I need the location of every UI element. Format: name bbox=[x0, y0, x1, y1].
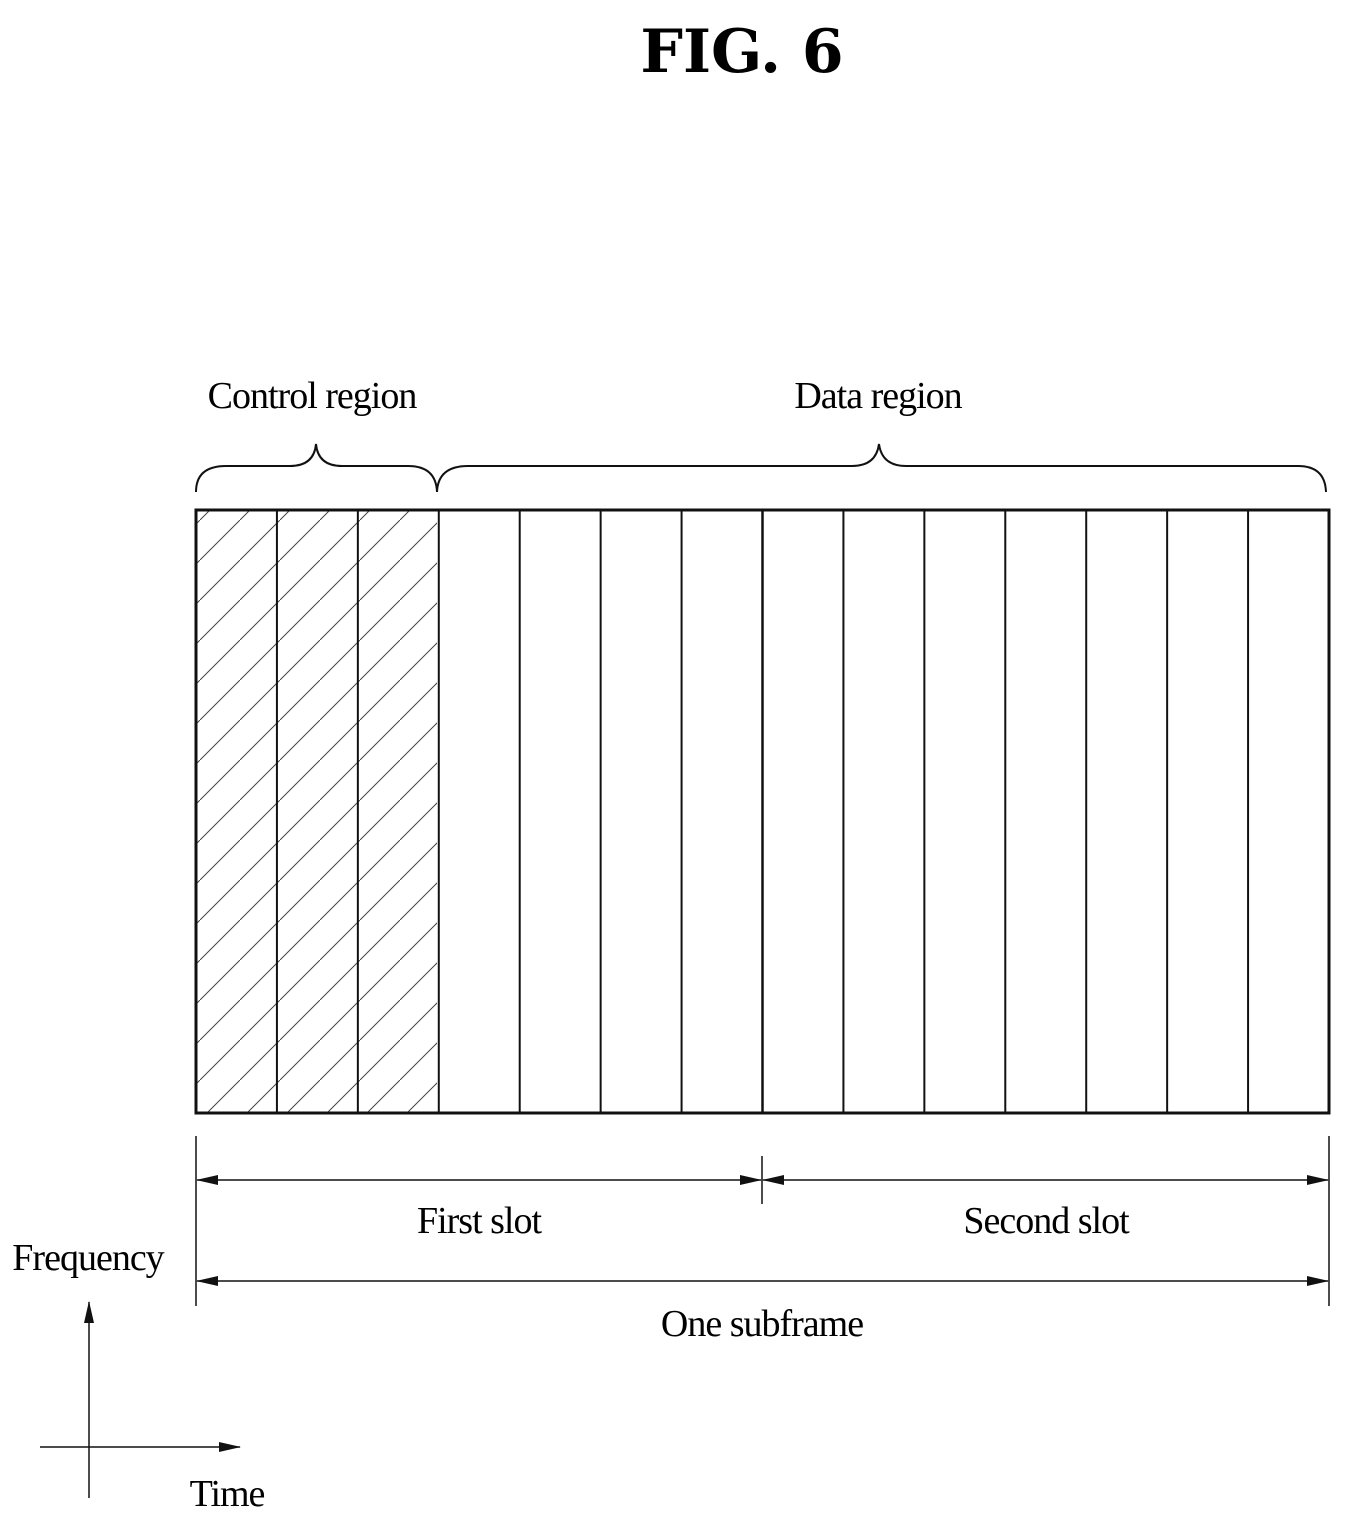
frequency-axis-label: Frequency bbox=[12, 1237, 164, 1279]
first-slot-label: First slot bbox=[417, 1200, 543, 1242]
control-region-hatch bbox=[196, 510, 437, 1113]
dimension-lines bbox=[196, 1136, 1329, 1306]
axes-indicator bbox=[40, 1302, 240, 1498]
time-axis-label: Time bbox=[190, 1473, 265, 1515]
data-region-label: Data region bbox=[794, 375, 962, 417]
figure-title: FIG. 6 bbox=[640, 17, 843, 87]
data-region-brace bbox=[437, 444, 1326, 492]
control-region-brace bbox=[196, 444, 437, 492]
subframe-label: One subframe bbox=[661, 1303, 863, 1345]
control-region-label: Control region bbox=[208, 375, 418, 417]
second-slot-label: Second slot bbox=[963, 1200, 1130, 1242]
resource-grid bbox=[196, 510, 1329, 1113]
